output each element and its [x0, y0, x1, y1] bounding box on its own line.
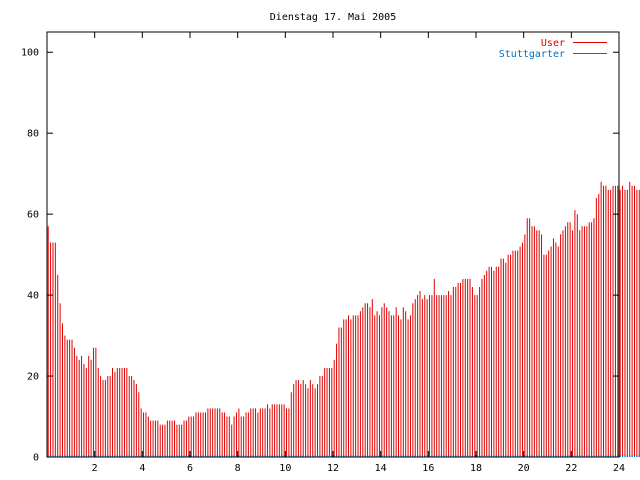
x-tick-label-8: 8 [235, 463, 241, 474]
x-tick-label-10: 10 [279, 463, 291, 474]
x-tick-label-4: 4 [139, 463, 145, 474]
y-tick-label-40: 40 [27, 291, 39, 302]
x-tick-label-6: 6 [187, 463, 193, 474]
x-tick-label-12: 12 [327, 463, 339, 474]
y-tick-label-80: 80 [27, 129, 39, 140]
y-tick-label-100: 100 [21, 48, 39, 59]
x-tick-label-16: 16 [422, 463, 434, 474]
chart-title: Dienstag 17. Mai 2005 [270, 12, 396, 23]
y-tick-label-20: 20 [27, 372, 39, 383]
bars-layer [47, 181, 640, 457]
legend-label-user: User [541, 38, 565, 49]
legend-label-stuttgarter: Stuttgarter [499, 49, 565, 60]
x-tick-label-14: 14 [375, 463, 387, 474]
y-tick-label-0: 0 [33, 453, 39, 464]
plot-frame [46, 31, 620, 458]
x-tick-label-24: 24 [613, 463, 625, 474]
x-tick-label-22: 22 [565, 463, 577, 474]
y-tick-label-60: 60 [27, 210, 39, 221]
x-tick-label-18: 18 [470, 463, 482, 474]
series-user [47, 181, 640, 457]
axes-layer [46, 31, 620, 458]
x-tick-label-2: 2 [92, 463, 98, 474]
x-tick-label-20: 20 [518, 463, 530, 474]
